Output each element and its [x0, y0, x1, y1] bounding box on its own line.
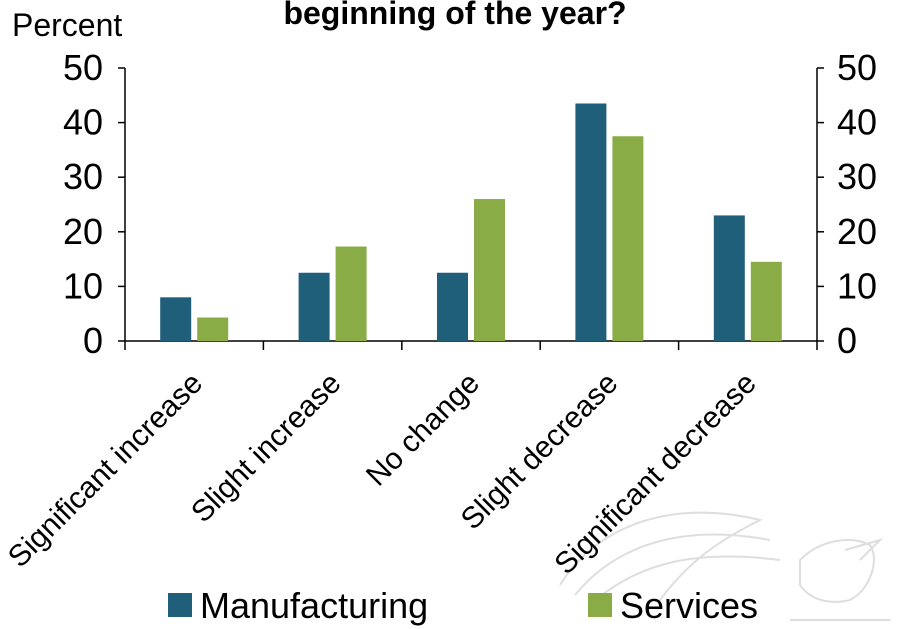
left-tick-label: 10 — [63, 265, 103, 306]
bar-services-3 — [474, 199, 505, 341]
bar-services-1 — [197, 317, 229, 341]
left-tick-label: 20 — [63, 211, 103, 252]
x-axis-ticks — [124, 341, 818, 350]
right-axis-ticks: 0 10 20 30 40 50 — [817, 47, 877, 361]
bar-manufacturing-3 — [437, 272, 468, 341]
bar-manufacturing-4 — [575, 103, 607, 342]
legend-label-manufacturing: Manufacturing — [200, 585, 428, 626]
bar-manufacturing-2 — [298, 272, 330, 341]
left-axis-ticks: 0 10 20 30 40 50 — [63, 47, 125, 361]
right-tick-label: 0 — [837, 320, 857, 361]
legend-swatch-services — [588, 593, 612, 617]
legend-swatch-manufacturing — [168, 593, 192, 617]
category-label: No change — [360, 367, 486, 493]
left-tick-label: 30 — [63, 156, 103, 197]
right-tick-label: 50 — [837, 47, 877, 88]
right-tick-label: 10 — [837, 265, 877, 306]
bars — [160, 103, 782, 342]
right-tick-label: 20 — [837, 211, 877, 252]
bar-manufacturing-1 — [160, 297, 192, 341]
legend-label-services: Services — [620, 585, 758, 626]
right-tick-label: 30 — [837, 156, 877, 197]
category-label: Slight increase — [185, 367, 347, 529]
left-tick-label: 40 — [63, 102, 103, 143]
y-axis-unit-label: Percent — [12, 7, 122, 43]
legend: Manufacturing Services — [168, 585, 758, 626]
left-tick-label: 50 — [63, 47, 103, 88]
bar-manufacturing-5 — [713, 215, 745, 341]
bar-services-4 — [612, 136, 644, 341]
left-tick-label: 0 — [83, 320, 103, 361]
bar-services-2 — [335, 246, 367, 341]
category-label: Significant increase — [2, 367, 209, 574]
bar-services-5 — [750, 261, 782, 341]
chart-title: beginning of the year? — [283, 0, 626, 31]
right-tick-label: 40 — [837, 102, 877, 143]
watermark-logo — [559, 511, 890, 621]
